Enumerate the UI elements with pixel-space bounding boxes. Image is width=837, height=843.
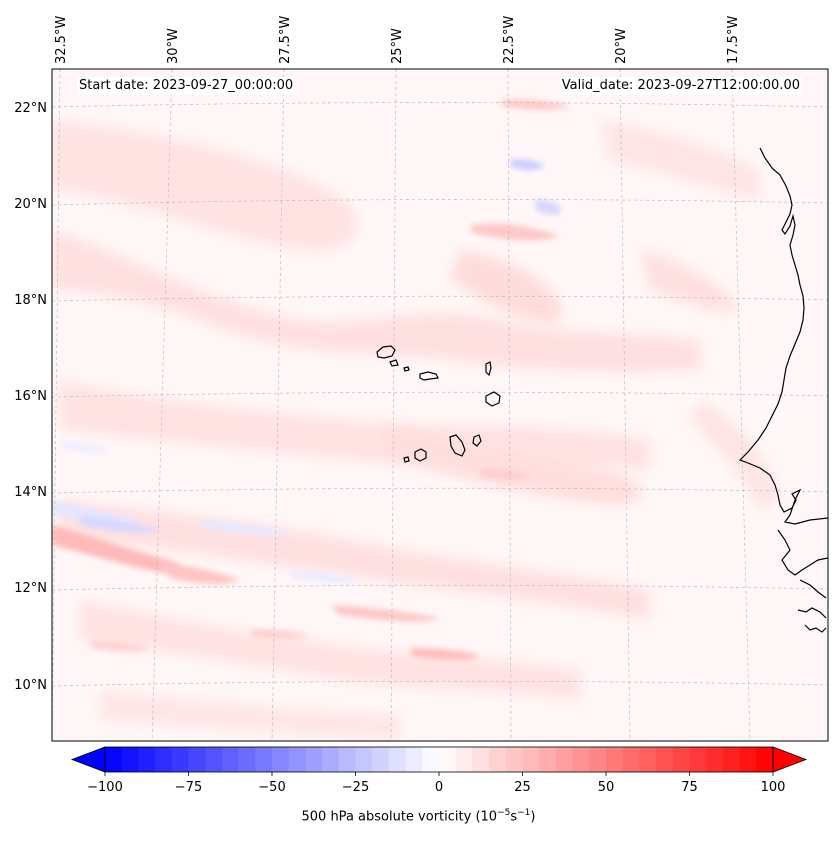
island-brava (403, 456, 410, 463)
colorbar-segment (372, 747, 390, 772)
lat-tick-label: 10°N (14, 678, 47, 693)
colorbar-segment (639, 747, 657, 772)
lat-tick-label: 12°N (14, 581, 47, 596)
colorbar-segment (689, 747, 707, 772)
lon-tick-label: 17.5°W (726, 16, 741, 64)
lat-tick-label: 22°N (14, 101, 47, 116)
colorbar-tick-label: 0 (435, 780, 443, 795)
graticule (52, 69, 828, 741)
colorbar-segment (439, 747, 457, 772)
africa-coast (738, 147, 828, 525)
vorticity-field (52, 99, 780, 740)
colorbar-tick-label: 25 (514, 780, 531, 795)
colorbar-ticks: −100 −75 −50 −25 0 25 50 75 100 (87, 772, 785, 795)
colorbar-extend-min (70, 746, 106, 773)
lon-tick-label: 22.5°W (502, 16, 517, 64)
island-santa-luzia (403, 366, 410, 372)
island-sao-nicolau (419, 371, 439, 381)
colorbar-segment (722, 747, 741, 772)
colorbar-segment (388, 747, 407, 772)
colorbar-tick-label: −100 (87, 780, 123, 795)
colorbar-segment (105, 747, 123, 772)
colorbar-segment (288, 747, 306, 772)
colorbar-segment (505, 747, 524, 772)
colorbar-segment (656, 747, 674, 772)
colorbar-segment (205, 747, 223, 772)
island-boa-vista (485, 391, 501, 407)
valid-date-label: Valid_date: 2023-09-27T12:00:00.00 (559, 77, 802, 95)
colorbar-segment (572, 747, 590, 772)
colorbar-tick-label: −25 (342, 780, 369, 795)
colorbar-segment (305, 747, 323, 772)
colorbar-segment (322, 747, 340, 772)
colorbar-segment (756, 747, 774, 772)
colorbar-segment (405, 747, 423, 772)
colorbar-segment (522, 747, 540, 772)
island-sao-vicente (389, 359, 399, 367)
colorbar-extend-max (772, 746, 808, 773)
colorbar-segment (555, 747, 574, 772)
lon-tick-label: 30°W (166, 28, 181, 64)
colorbar-segment (338, 747, 357, 772)
colorbar-label: 500 hPa absolute vorticity (10−5s−1) (301, 808, 536, 825)
island-santo-antao (376, 345, 396, 359)
colorbar-segment (155, 747, 173, 772)
colorbar-tick-label: 50 (598, 780, 615, 795)
colorbar-segment (539, 747, 557, 772)
lat-tick-label: 14°N (14, 485, 47, 500)
colorbar-segment (455, 747, 473, 772)
lon-tick-labels: 32.5°W 30°W 27.5°W 25°W 22.5°W 20°W 17.5… (54, 16, 741, 64)
lon-tick-label: 27.5°W (278, 16, 293, 64)
colorbar-segment (121, 747, 139, 772)
colorbar-segment (489, 747, 507, 772)
colorbar-segment (221, 747, 240, 772)
colorbar-tick-label: 100 (761, 780, 786, 795)
cape-verde-islands (376, 345, 501, 463)
island-maio (472, 434, 482, 447)
colorbar (70, 746, 808, 773)
colorbar-segment (138, 747, 156, 772)
colorbar-segment (188, 747, 206, 772)
lon-tick-label: 32.5°W (54, 16, 69, 64)
lat-tick-label: 16°N (14, 389, 47, 404)
colorbar-segment (672, 747, 691, 772)
lat-tick-label: 18°N (14, 293, 47, 308)
colorbar-tick-label: −75 (175, 780, 202, 795)
colorbar-segment (422, 747, 440, 772)
colorbar-tick-label: −50 (258, 780, 285, 795)
colorbar-segment (272, 747, 290, 772)
island-fogo (414, 448, 427, 462)
coastline (738, 147, 828, 633)
colorbar-segment (472, 747, 490, 772)
colorbar-segment (606, 747, 624, 772)
plot-frame (51, 68, 829, 742)
colorbar-segment (238, 747, 256, 772)
island-santiago (449, 434, 466, 457)
colorbar-segment (739, 747, 757, 772)
lat-tick-labels: 22°N 20°N 18°N 16°N 14°N 12°N 10°N (14, 101, 47, 693)
colorbar-tick-label: 75 (681, 780, 698, 795)
island-sal (485, 361, 492, 377)
lat-tick-label: 20°N (14, 197, 47, 212)
lon-tick-label: 25°W (390, 28, 405, 64)
lon-tick-label: 20°W (614, 28, 629, 64)
colorbar-segment (706, 747, 724, 772)
colorbar-segment (589, 747, 607, 772)
colorbar-segment (255, 747, 273, 772)
colorbar-segment (355, 747, 373, 772)
start-date-label: Start date: 2023-09-27_00:00:00 (77, 77, 296, 95)
colorbar-segment (171, 747, 190, 772)
colorbar-segment (622, 747, 640, 772)
